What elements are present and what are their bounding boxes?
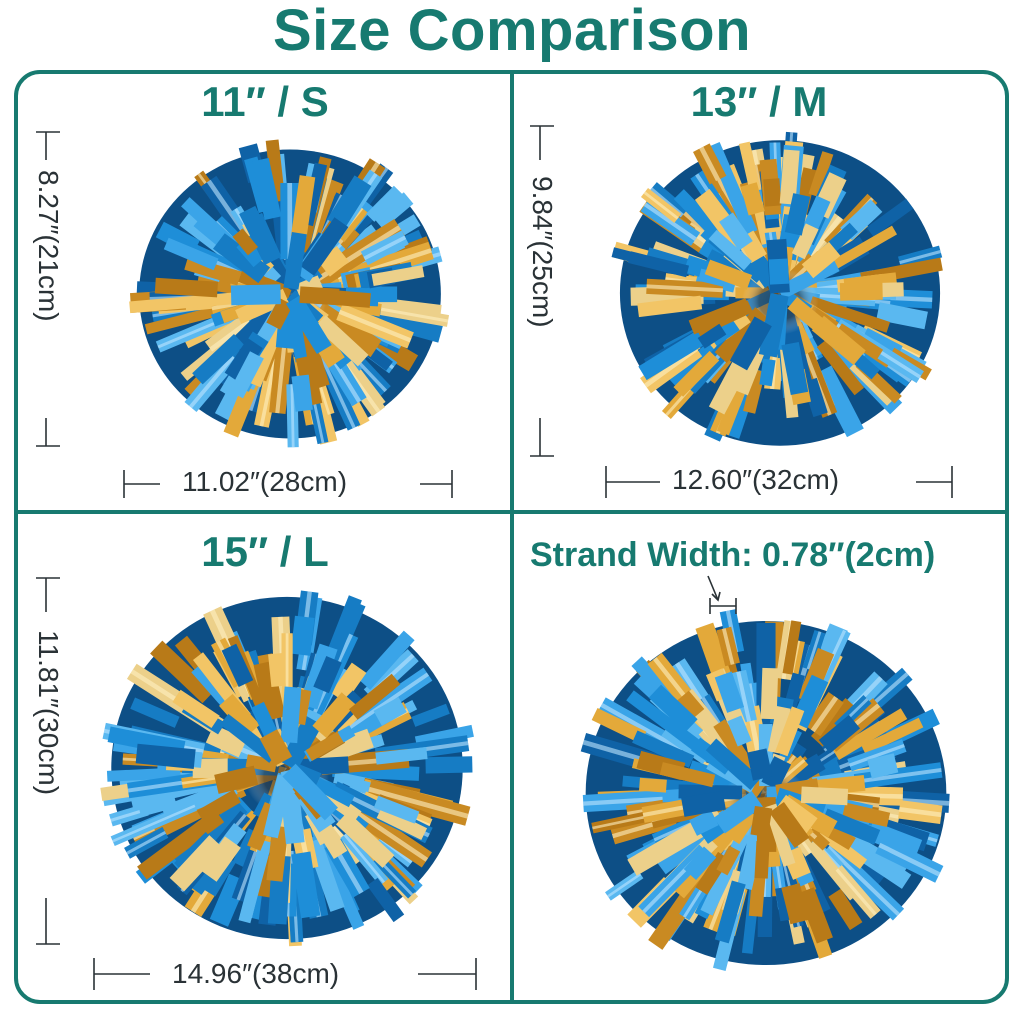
size-title-large: 15″ / L [201, 528, 329, 575]
vertical-divider [510, 72, 514, 1002]
height-label-medium: 9.84″(25cm) [527, 176, 558, 328]
width-label-medium: 12.60″(32cm) [666, 464, 846, 496]
page-title: Size Comparison [272, 0, 752, 63]
pom-pom-large-image [100, 590, 474, 947]
width-label-small: 11.02″(28cm) [176, 466, 354, 498]
horizontal-divider [16, 510, 1007, 514]
size-title-medium: 13″ / M [690, 78, 828, 125]
width-label-large: 14.96″(38cm) [166, 958, 346, 990]
strand-width-label: Strand Width: 0.78″(2cm) [530, 536, 936, 574]
pom-pom-small-image [129, 139, 450, 448]
pom-pom-medium-image [611, 131, 943, 446]
height-label-small: 8.27″(21cm) [33, 170, 64, 322]
height-label-large: 11.81″(30cm) [33, 630, 64, 796]
pom-pom-strand-image [580, 609, 950, 971]
size-title-small: 11″ / S [201, 78, 329, 125]
